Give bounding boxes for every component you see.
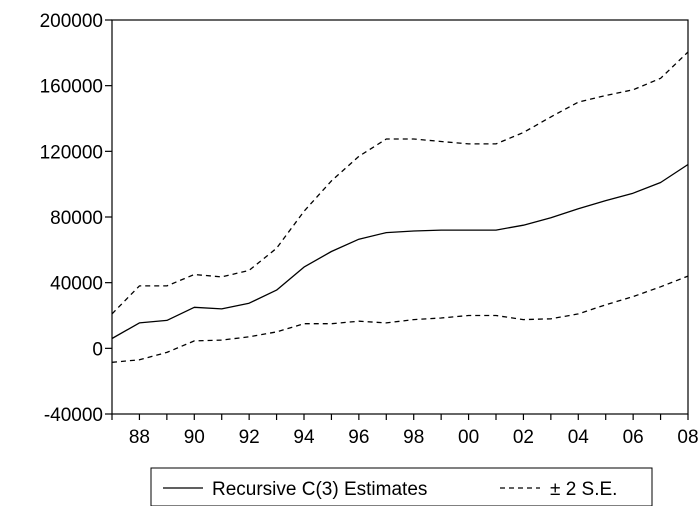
se-band-line-2 [111,275,689,363]
x-tick-label: 90 [184,427,205,448]
estimate-line [111,163,689,340]
x-tick-label: 98 [403,427,424,448]
x-tick-label: 06 [623,427,644,448]
legend-label-estimates: Recursive C(3) Estimates [212,479,427,500]
plot-frame [111,19,689,415]
se-band-line-1 [111,51,689,315]
y-tick-label: 200000 [40,11,103,32]
legend-label-se: ± 2 S.E. [550,479,617,500]
x-tick-label: 94 [293,427,315,448]
x-tick-label: 96 [348,427,369,448]
y-axis: -40000 0 40000 80000 120000 160000 200000 [40,11,112,426]
y-tick-label: 40000 [50,274,103,295]
legend: Recursive C(3) Estimates ± 2 S.E. [150,467,653,506]
x-tick-label: 04 [568,427,590,448]
x-axis: 88 90 92 94 96 98 00 02 04 06 08 [111,414,699,448]
legend-box [150,467,653,506]
y-tick-label: 0 [92,339,103,360]
y-tick-label: 160000 [40,77,103,98]
x-tick-label: 02 [513,427,534,448]
x-tick-label: 00 [458,427,479,448]
x-tick-label: 08 [677,427,698,448]
y-tick-label: 80000 [50,208,103,229]
series-layer [111,51,689,363]
x-tick-label: 88 [129,427,150,448]
y-tick-label: -40000 [44,405,103,426]
y-tick-label: 120000 [40,142,103,163]
x-tick-label: 92 [239,427,260,448]
